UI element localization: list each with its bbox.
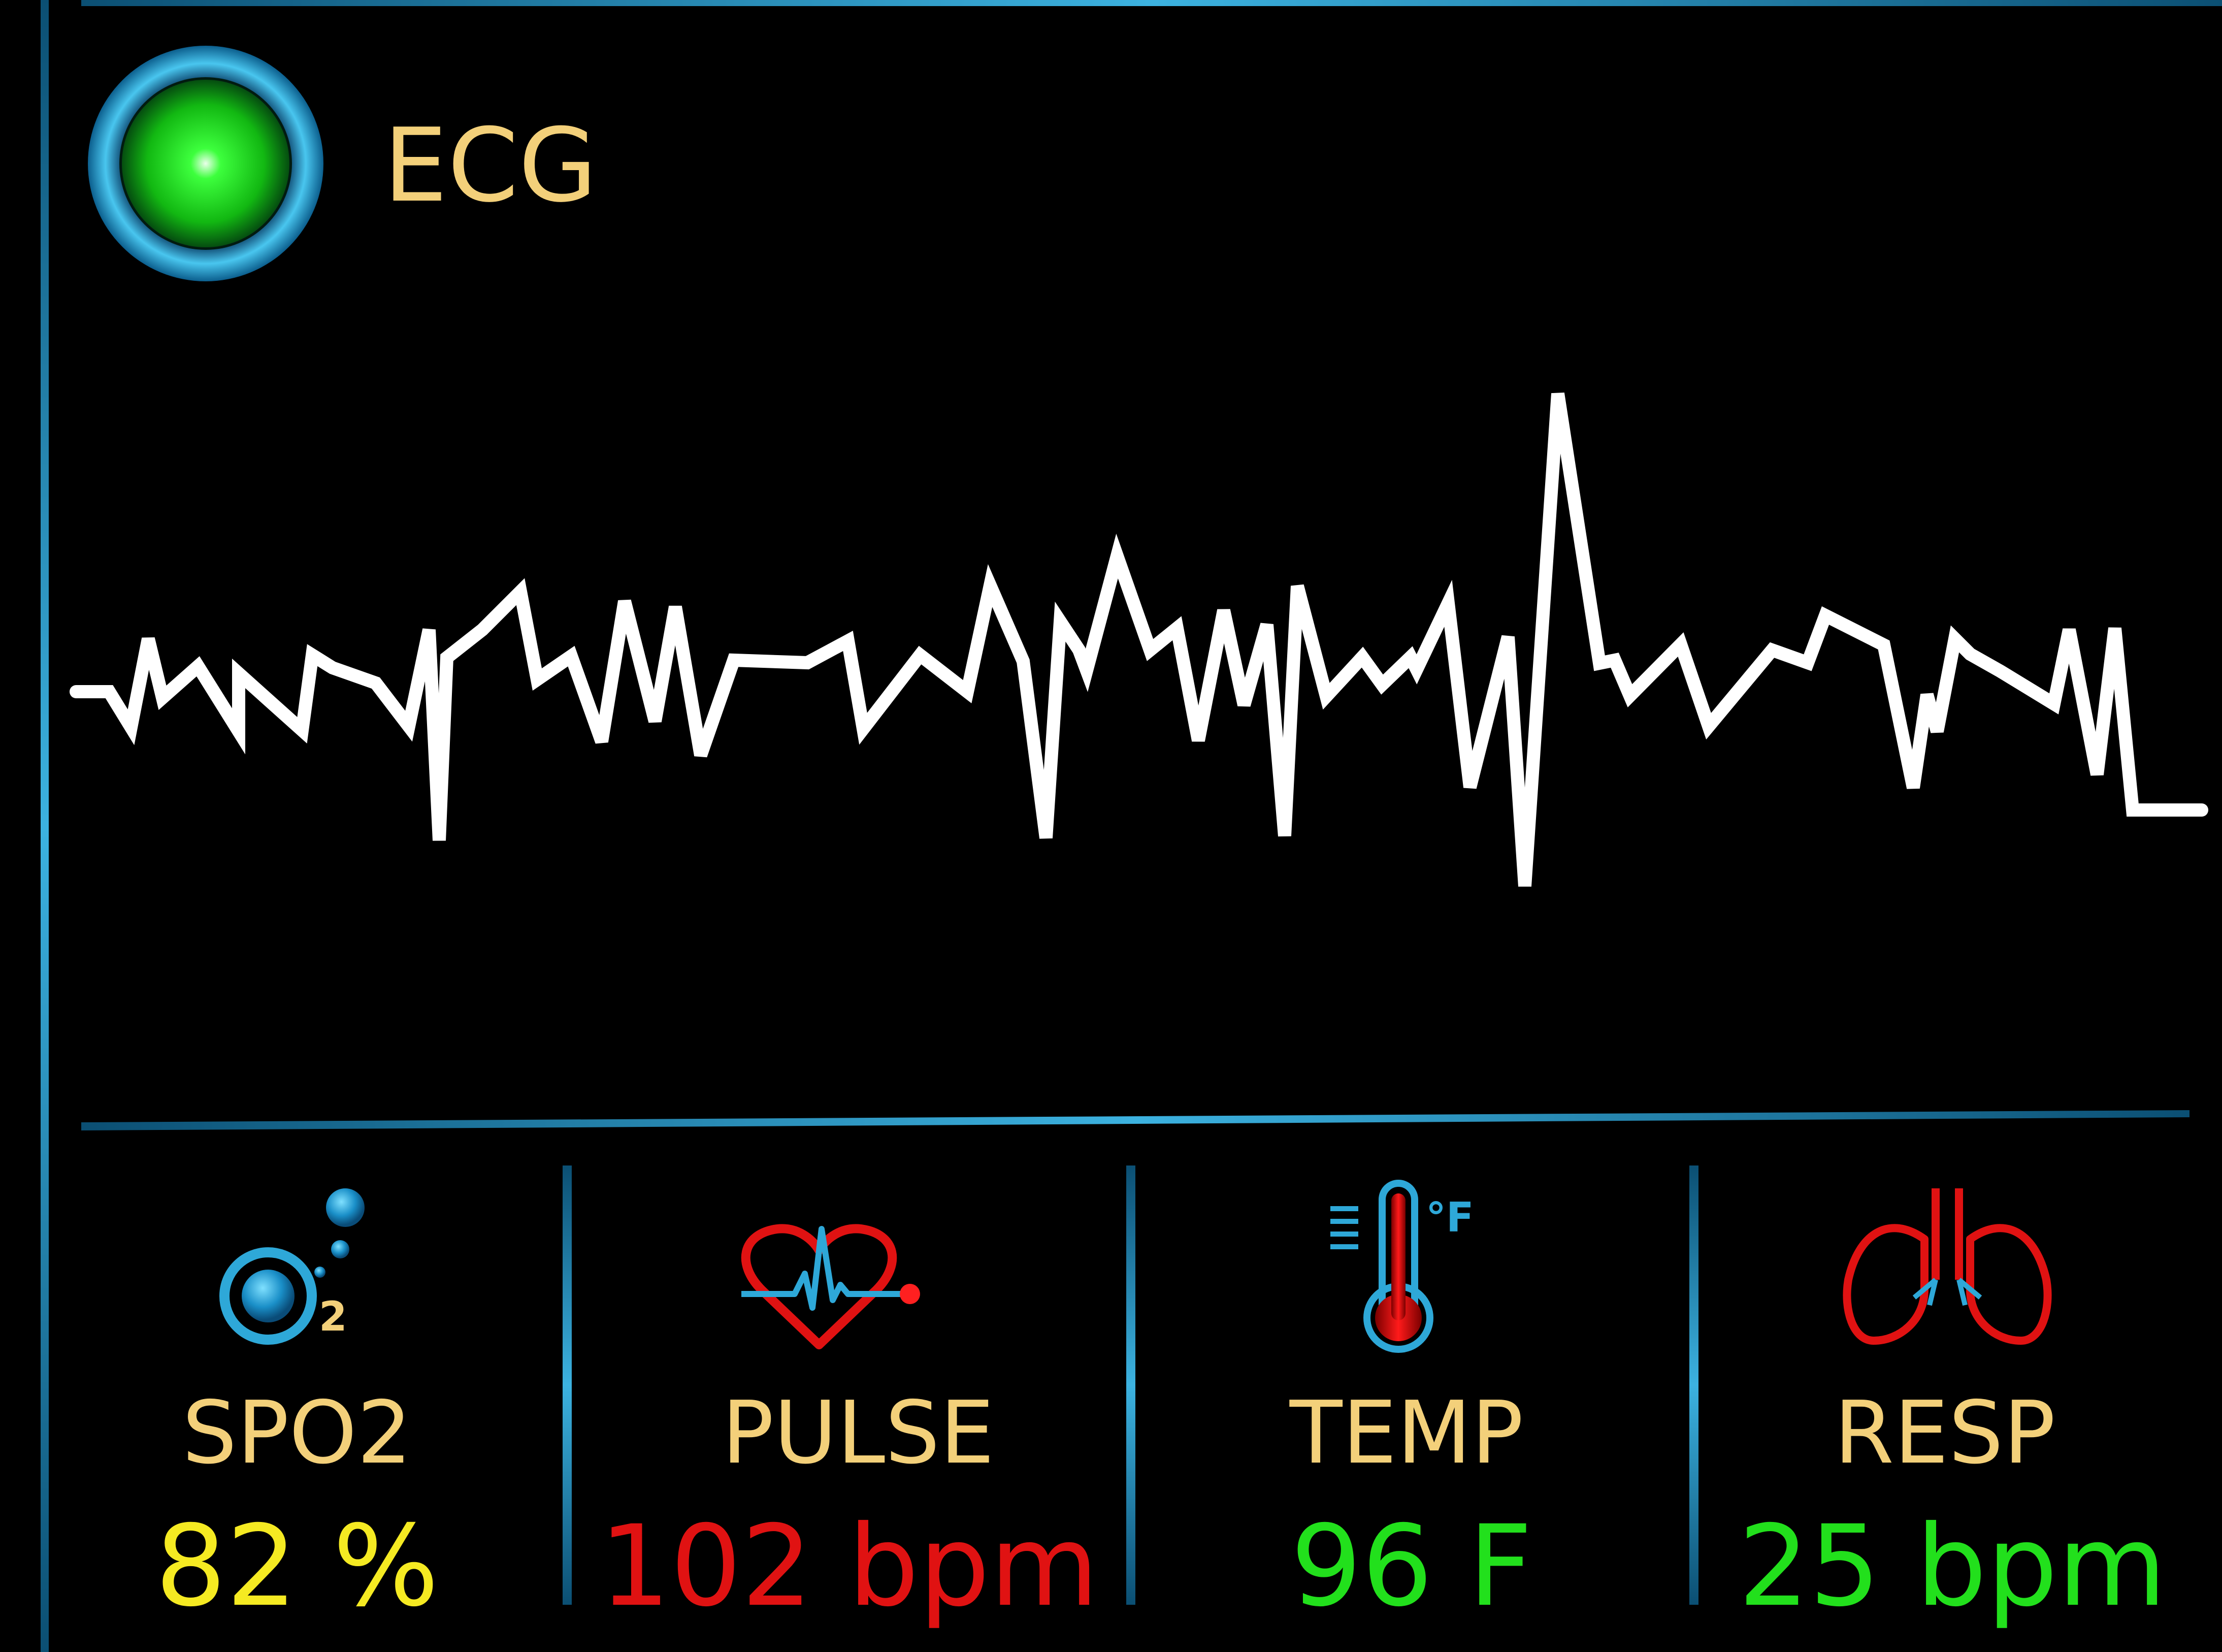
oxygen-subscript: 2 [319,1293,347,1340]
vital-label: TEMP [1289,1383,1523,1483]
top-frame-line [81,0,2222,6]
heart-pulse-icon [741,1224,920,1349]
vital-temp: °F TEMP 96 F [1289,1180,1532,1631]
column-divider [563,1165,572,1605]
lungs-icon [1843,1188,2052,1345]
left-frame-line [41,0,49,1652]
vital-label: PULSE [722,1383,995,1483]
vital-label: SPO2 [182,1383,412,1483]
column-divider [1689,1165,1698,1605]
vital-value: 25 bpm [1738,1501,2166,1631]
page-title: ECG [383,107,597,225]
vital-value: 82 % [155,1501,439,1631]
status-indicator [88,46,323,281]
oxygen-icon: 2 [219,1188,365,1345]
vital-spo2: 2 SPO2 82 % [155,1188,439,1631]
ecg-waveform [70,393,2208,887]
vital-label: RESP [1834,1383,2055,1483]
thermometer-icon: °F [1330,1180,1474,1353]
vital-pulse: PULSE 102 bpm [599,1224,1099,1631]
column-divider [1126,1165,1135,1605]
vital-resp: RESP 25 bpm [1738,1188,2167,1631]
section-divider [81,1110,2190,1130]
vital-value: 96 F [1291,1501,1532,1631]
temp-unit-icon: °F [1426,1194,1474,1241]
vital-value: 102 bpm [599,1501,1098,1631]
